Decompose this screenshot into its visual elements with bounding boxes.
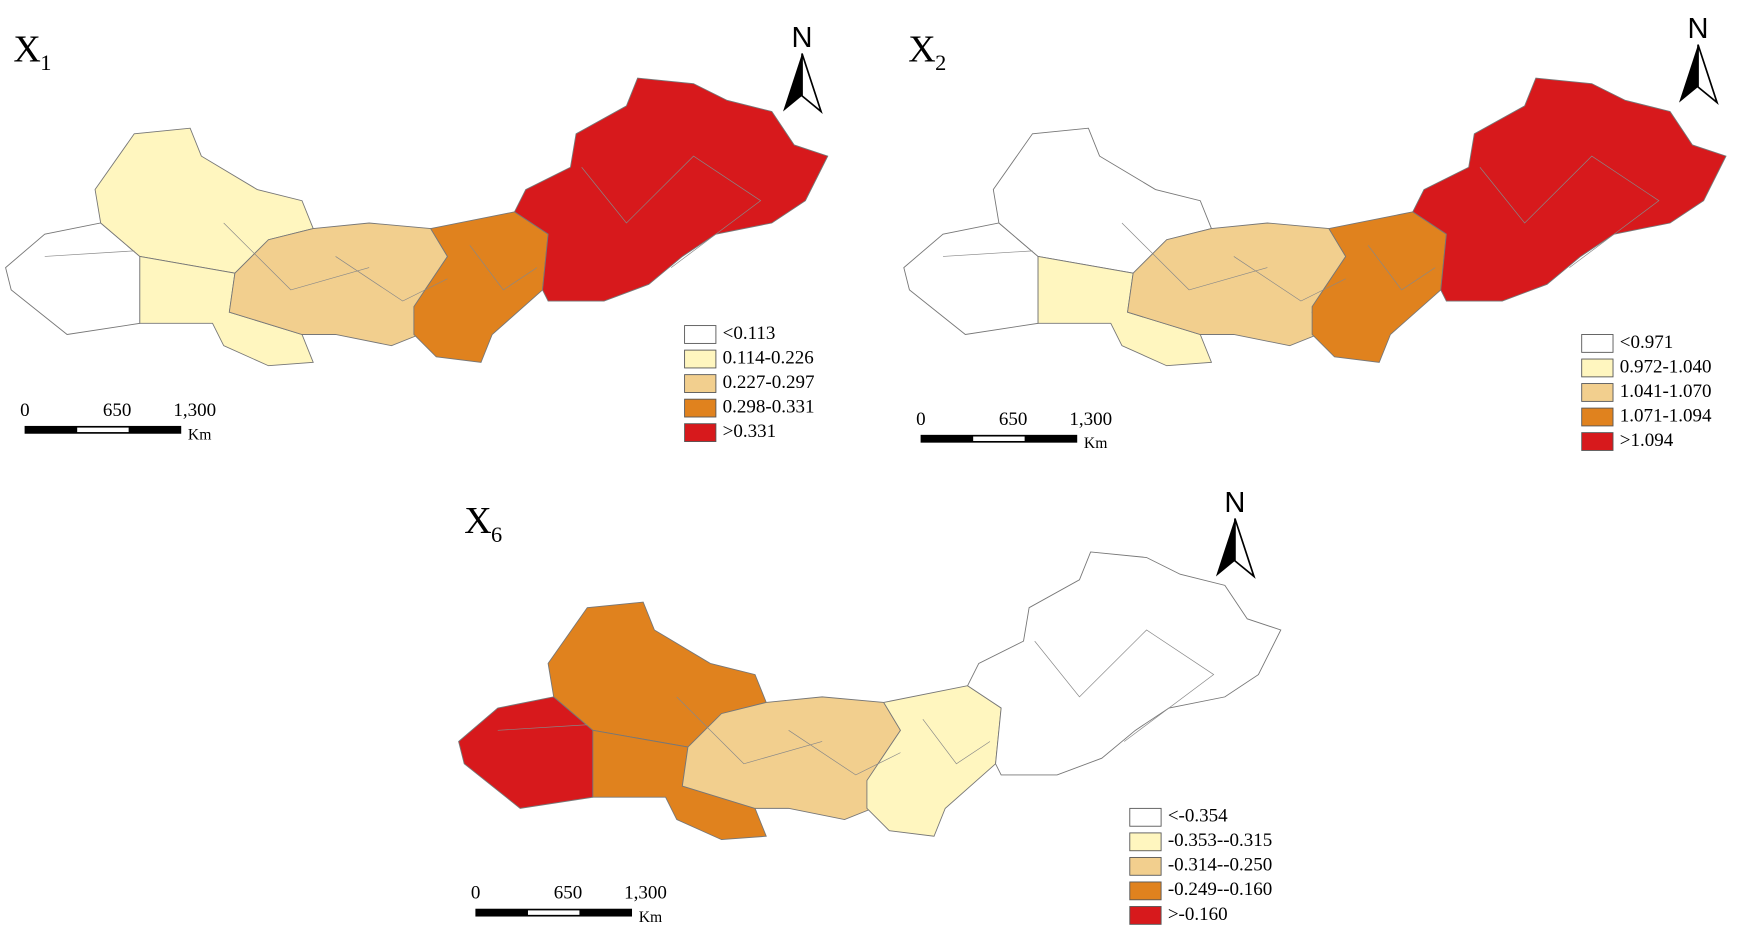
region [1412,77,1727,302]
legend-label: >-0.160 [1168,904,1228,925]
legend-label: 1.041-1.070 [1620,381,1712,402]
map [903,77,1727,367]
panel-title: X [908,28,935,70]
boundary [922,718,991,765]
scale-tick-label: 0 [916,409,925,430]
scale-bar-segment [527,910,580,915]
legend-swatch [1581,383,1614,402]
legend-swatch [1129,807,1162,827]
legend-label: >1.094 [1620,430,1674,451]
legend-label: -0.353--0.315 [1168,830,1272,851]
boundary [942,250,1033,257]
figure-content: X 1N<0.1130.114-0.2260.227-0.2970.298-0.3… [5,13,1727,926]
north-arrow-right [1697,44,1719,106]
region [413,211,549,363]
legend-swatch [684,398,717,418]
panel-title: X [13,28,40,70]
scale-tick-label: 0 [471,883,480,904]
map [458,551,1282,841]
region [967,551,1282,776]
legend-swatch [1129,856,1162,876]
north-label: N [792,22,813,54]
scale-unit: Km [188,426,211,443]
scale-tick-label: 650 [103,400,131,421]
legend-label: <0.113 [723,323,776,344]
legend-swatch [1581,334,1614,353]
scale-tick-label: 1,300 [1069,409,1112,430]
boundary [788,730,901,776]
legend-label: 0.114-0.226 [723,347,814,368]
panel-title-subscript: 6 [491,522,502,547]
legend-label: -0.249--0.160 [1168,879,1272,900]
region [1311,211,1447,363]
legend-swatch [1581,407,1614,427]
north-arrow-left [1679,44,1699,103]
boundary [44,250,135,257]
legend-swatch [684,374,717,393]
scale-unit: Km [1084,435,1107,452]
legend-swatch [1581,432,1614,451]
legend-label: <-0.354 [1168,806,1228,827]
scale-tick-label: 0 [20,400,29,421]
north-arrow-right [801,53,823,114]
legend-swatch [1129,832,1162,852]
legend-label: -0.314--0.250 [1168,855,1272,876]
legend-label: 0.972-1.040 [1620,356,1712,377]
scale-tick-label: 650 [999,409,1027,430]
legend-swatch [1129,881,1162,901]
scale-unit: Km [639,909,662,926]
region [866,685,1002,837]
scale-tick-label: 1,300 [173,400,216,421]
legend-label: <0.971 [1620,332,1673,353]
boundary [581,155,762,268]
north-arrow-right [1234,518,1256,579]
legend-label: 0.298-0.331 [723,396,815,417]
scale-bar-segment [77,427,129,433]
map-panel: X 1 N <0.113 0.114-0.226 0.227-0.297 0.298-0.3… [5,22,829,443]
boundary [223,222,370,291]
legend-swatch [684,325,717,344]
panel-title: X [464,500,491,542]
boundary [1479,155,1660,268]
panel-title-subscript: 1 [40,50,51,75]
boundary [1034,629,1215,742]
boundary [1233,256,1346,302]
boundary [469,245,538,291]
scale-tick-label: 1,300 [624,883,667,904]
region [513,77,829,302]
boundary [676,696,823,765]
legend-label: 0.227-0.297 [723,372,815,393]
north-label: N [1224,487,1245,519]
boundary [335,256,448,302]
boundary [497,724,588,731]
map-panel: X 2 N <0.971 0.972-1.040 1.041-1.070 1.071-1.0… [903,13,1727,452]
legend-label: >0.331 [723,421,776,442]
boundary [1367,245,1436,291]
scale-tick-label: 650 [554,883,582,904]
legend-swatch [684,349,717,369]
panel-title-subscript: 2 [935,50,946,75]
legend-swatch [1129,906,1162,925]
legend-swatch [1581,358,1614,378]
map [5,77,829,367]
legend-label: 1.071-1.094 [1620,405,1712,426]
scale-bar-segment [973,436,1025,441]
north-arrow-left [1215,518,1235,577]
boundary [1121,222,1268,291]
map-panel: X 6 N <-0.354 -0.353--0.315 -0.314--0.250 -0.2… [458,487,1282,926]
north-arrow-left [783,53,803,112]
legend-swatch [684,423,717,442]
north-label: N [1688,13,1709,45]
